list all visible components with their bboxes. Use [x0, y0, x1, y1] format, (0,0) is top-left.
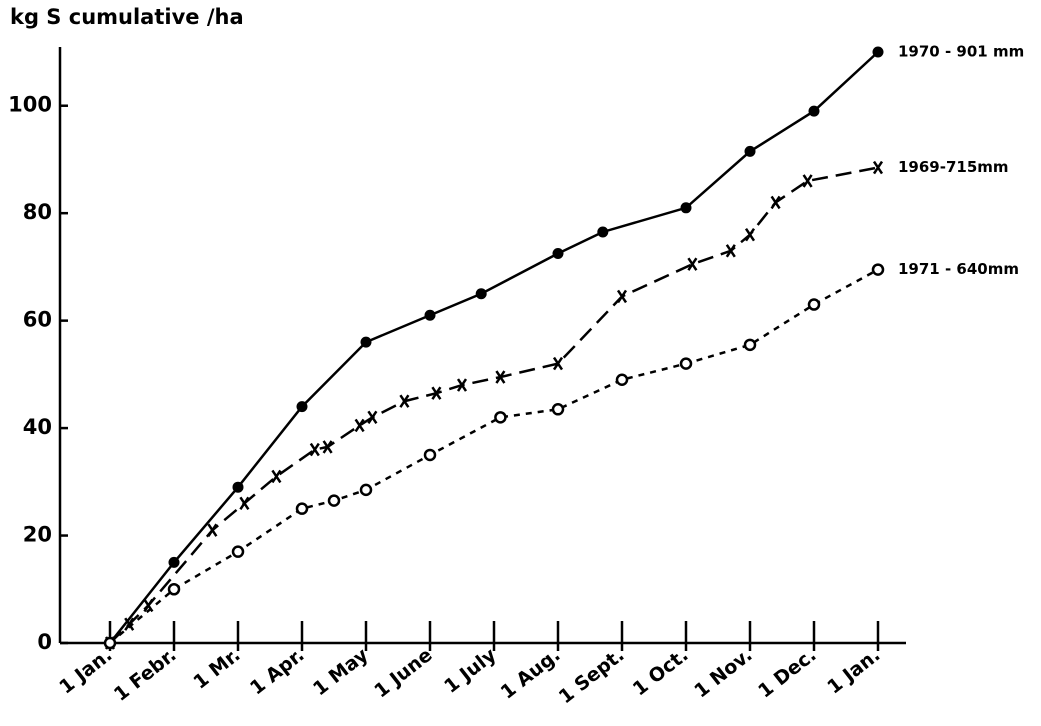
- point: [167, 583, 181, 596]
- point: [744, 227, 756, 242]
- x-tick-label: 1 Jan.: [823, 644, 884, 699]
- point: [431, 386, 442, 400]
- point: [770, 195, 781, 210]
- x-tick-label: 1 Dec.: [754, 644, 820, 703]
- point: [295, 502, 309, 515]
- y-axis-label: kg S cumulative /ha: [10, 5, 244, 29]
- legend-label: 1970 - 901 mm: [898, 43, 1024, 61]
- y-tick-label: 100: [8, 93, 52, 117]
- x-tick-label: 1 June: [370, 644, 436, 702]
- point: [296, 401, 308, 413]
- point: [309, 442, 320, 457]
- x-tick-label: 1 Sept.: [555, 644, 629, 708]
- point: [423, 448, 437, 462]
- series-line: [109, 51, 879, 644]
- point: [871, 263, 885, 276]
- point: [687, 257, 698, 271]
- point: [124, 617, 135, 631]
- point: [456, 378, 468, 392]
- point: [360, 336, 372, 348]
- x-tick-label: 1 Oct.: [629, 644, 693, 700]
- legend-label: 1971 - 640mm: [898, 260, 1019, 278]
- point: [367, 410, 378, 425]
- point: [808, 105, 820, 117]
- point: [495, 370, 506, 384]
- point: [327, 494, 341, 507]
- x-tick-label: 1 Febr.: [110, 644, 181, 706]
- x-tick-label: 1 Jan.: [55, 644, 116, 699]
- y-tick-label: 0: [37, 630, 52, 654]
- x-tick-label: 1 July: [440, 644, 501, 698]
- point: [616, 289, 628, 304]
- point: [103, 636, 117, 650]
- series-line: [109, 166, 879, 644]
- point: [424, 309, 436, 321]
- x-tick-label: 1 Mr.: [189, 644, 244, 694]
- point: [494, 411, 507, 424]
- point: [679, 357, 693, 370]
- point: [271, 469, 282, 484]
- point: [725, 244, 736, 258]
- point: [597, 226, 609, 238]
- point: [475, 288, 487, 300]
- point: [399, 394, 410, 408]
- point: [552, 247, 564, 259]
- point: [322, 440, 333, 454]
- series-line: [109, 268, 879, 644]
- point: [168, 556, 180, 568]
- point: [207, 523, 218, 537]
- point: [680, 202, 692, 214]
- point: [872, 160, 884, 175]
- point: [354, 418, 365, 433]
- y-tick-label: 80: [23, 200, 52, 224]
- x-tick-label: 1 May: [309, 644, 373, 701]
- y-tick-label: 60: [23, 308, 52, 332]
- point: [807, 298, 821, 311]
- point: [744, 145, 756, 157]
- point: [551, 403, 565, 416]
- x-tick-label: 1 Apr.: [246, 644, 308, 700]
- point: [552, 356, 564, 371]
- y-tick-label: 40: [23, 415, 52, 439]
- point: [232, 481, 244, 493]
- point: [359, 483, 373, 497]
- point: [231, 545, 245, 558]
- point: [743, 338, 757, 352]
- point: [615, 373, 629, 386]
- y-tick-label: 20: [23, 523, 52, 547]
- point: [239, 496, 250, 511]
- point: [872, 46, 884, 58]
- point: [802, 174, 813, 188]
- x-tick-label: 1 Aug.: [497, 644, 565, 704]
- legend-label: 1969-715mm: [898, 158, 1009, 176]
- x-tick-label: 1 Nov.: [690, 644, 756, 702]
